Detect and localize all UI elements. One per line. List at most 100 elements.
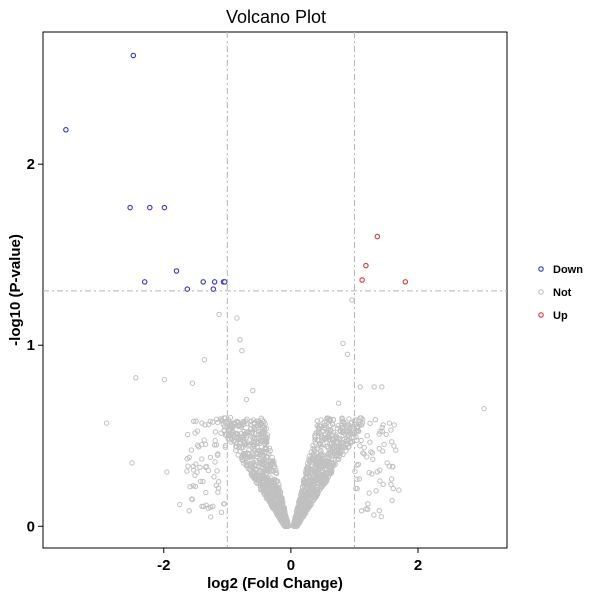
- x-tick-label: 0: [287, 557, 295, 574]
- chart-title: Volcano Plot: [226, 7, 326, 27]
- point-not: [205, 421, 212, 428]
- x-axis-label: log2 (Fold Change): [207, 575, 343, 592]
- point-not: [374, 469, 381, 475]
- point-not: [222, 444, 229, 450]
- point-not: [337, 452, 343, 459]
- point-not: [200, 478, 206, 485]
- point-not: [197, 464, 203, 470]
- threshold-lines: [43, 32, 507, 548]
- point-not: [188, 447, 195, 453]
- point-not: [396, 487, 402, 493]
- point-not: [210, 419, 216, 425]
- point-down: [63, 127, 69, 133]
- point-not: [369, 471, 375, 477]
- point-not: [353, 485, 359, 492]
- point-not: [304, 495, 310, 501]
- point-not: [214, 416, 220, 422]
- point-not: [302, 475, 309, 481]
- point-not: [332, 461, 338, 467]
- point-not: [322, 425, 328, 432]
- point-not: [247, 421, 254, 428]
- point-down: [161, 204, 168, 211]
- point-not: [314, 490, 321, 496]
- point-not: [161, 376, 168, 383]
- point-not: [307, 486, 313, 492]
- point-not: [309, 462, 316, 468]
- y-axis-label: -log10 (P-value): [7, 234, 24, 346]
- point-not: [230, 423, 237, 429]
- point-not: [371, 384, 377, 390]
- point-not: [325, 452, 331, 458]
- legend-swatch-up: [538, 312, 544, 318]
- point-not: [317, 449, 323, 455]
- point-not: [351, 421, 358, 427]
- point-not: [245, 421, 251, 427]
- point-not: [243, 396, 250, 403]
- point-not: [357, 384, 363, 390]
- point-not: [244, 462, 250, 468]
- point-not: [305, 480, 312, 486]
- point-not: [361, 451, 367, 457]
- point-not: [366, 490, 372, 496]
- point-not: [379, 428, 385, 434]
- point-not: [315, 470, 322, 476]
- point-not: [261, 490, 267, 497]
- point-not: [339, 415, 345, 421]
- point-not: [351, 434, 357, 441]
- point-not: [259, 429, 265, 436]
- legend-swatch-down: [538, 266, 544, 272]
- point-not: [240, 434, 247, 440]
- point-not: [279, 499, 285, 506]
- point-down: [211, 279, 218, 285]
- point-not: [354, 462, 360, 468]
- point-not: [229, 428, 236, 434]
- point-not: [197, 478, 204, 485]
- point-not: [363, 506, 369, 512]
- point-down: [147, 204, 153, 211]
- point-not: [315, 459, 322, 465]
- point-not: [336, 441, 343, 448]
- point-not: [299, 507, 306, 514]
- point-not: [317, 440, 323, 447]
- point-not: [361, 444, 367, 451]
- point-not: [221, 501, 227, 507]
- point-not: [205, 467, 212, 474]
- point-not: [273, 485, 279, 491]
- point-not: [247, 429, 253, 435]
- point-not: [285, 522, 291, 529]
- point-not: [301, 482, 307, 488]
- point-not: [384, 460, 390, 466]
- point-not: [318, 484, 325, 490]
- point-up: [402, 279, 409, 285]
- point-not: [352, 468, 358, 475]
- point-not: [250, 387, 256, 394]
- point-not: [330, 416, 336, 423]
- point-not: [360, 416, 366, 423]
- point-not: [307, 474, 314, 480]
- point-not: [254, 439, 261, 445]
- point-not: [251, 425, 257, 431]
- point-not: [215, 451, 221, 457]
- point-not: [199, 456, 205, 462]
- point-not: [329, 463, 335, 469]
- point-not: [237, 423, 243, 429]
- point-not: [389, 463, 396, 470]
- point-not: [311, 448, 317, 454]
- point-not: [184, 468, 190, 474]
- point-not: [266, 497, 272, 503]
- point-not: [393, 447, 399, 453]
- point-not: [367, 420, 373, 426]
- point-not: [256, 457, 263, 463]
- not-points-layer: [103, 297, 487, 529]
- point-not: [346, 432, 352, 438]
- point-not: [332, 434, 338, 441]
- point-not: [310, 497, 317, 504]
- point-not: [202, 441, 209, 448]
- point-not: [262, 440, 268, 447]
- point-not: [302, 502, 308, 508]
- point-not: [279, 516, 286, 522]
- point-not: [295, 519, 301, 526]
- point-not: [312, 469, 319, 475]
- point-not: [231, 438, 237, 444]
- point-not: [376, 431, 382, 437]
